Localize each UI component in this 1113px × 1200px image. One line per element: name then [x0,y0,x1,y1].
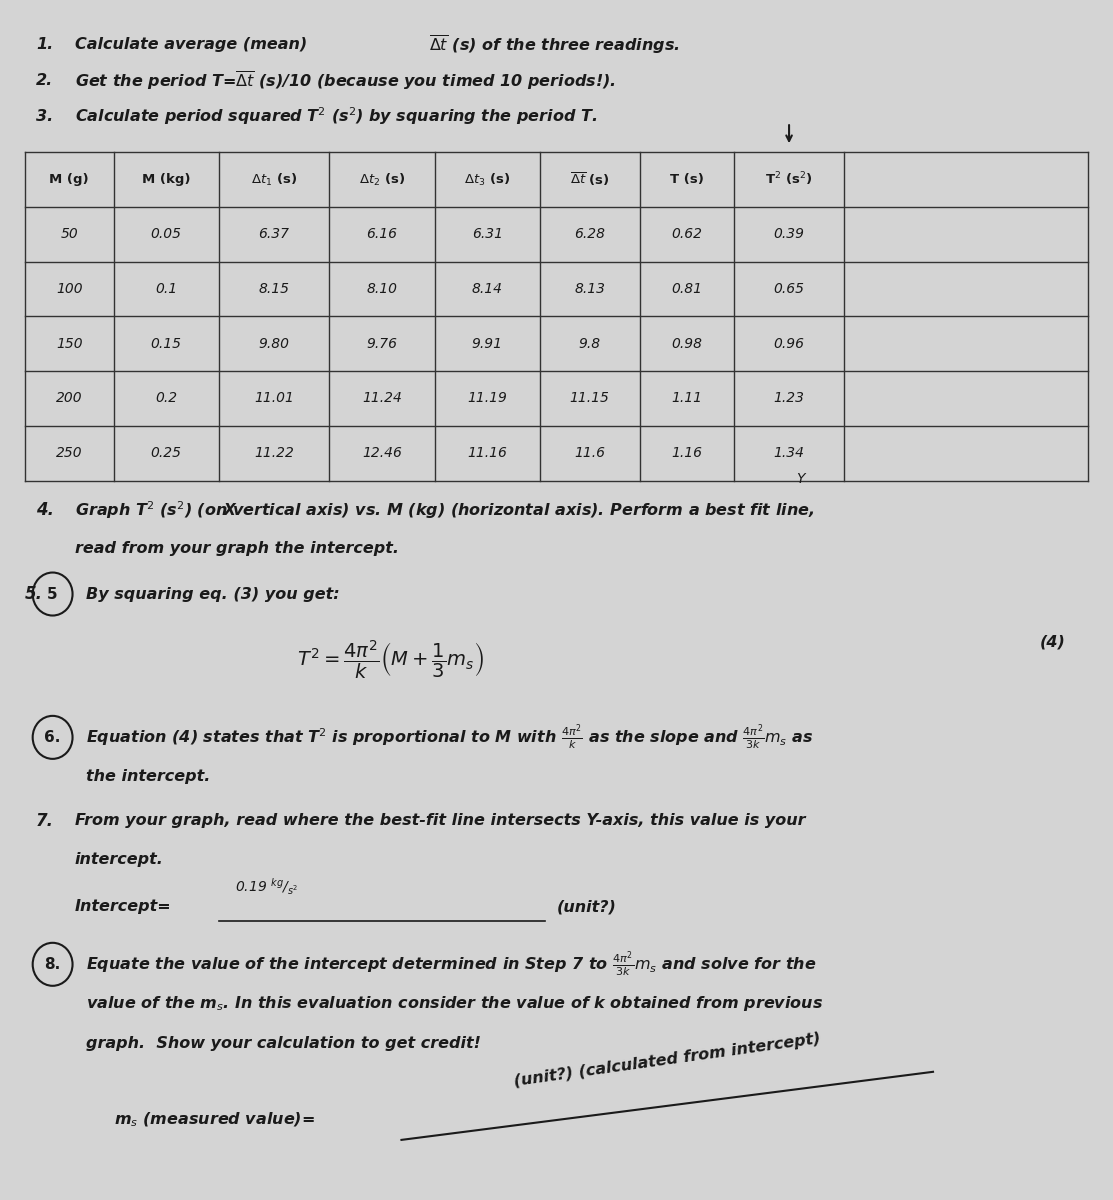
Text: Equate the value of the intercept determined in Step 7 to $\frac{4\pi^2}{3k}m_s$: Equate the value of the intercept determ… [86,949,816,979]
Text: 1.34: 1.34 [774,446,805,460]
Text: 1.: 1. [36,37,53,52]
Text: 2.: 2. [36,73,53,88]
Text: 9.76: 9.76 [366,337,397,350]
Text: 0.25: 0.25 [150,446,181,460]
Text: Y: Y [796,473,805,486]
Text: Calculate average (mean): Calculate average (mean) [75,37,313,52]
Text: 7.: 7. [36,812,55,830]
Text: m$_s$ (measured value)=: m$_s$ (measured value)= [114,1110,315,1129]
Text: M (g): M (g) [49,173,89,186]
Text: 0.19 $^{kg}$/$_{s^2}$: 0.19 $^{kg}$/$_{s^2}$ [235,877,299,898]
Text: Graph T$^2$ (s$^2$) (on vertical axis) vs. M (kg) (horizontal axis). Perform a b: Graph T$^2$ (s$^2$) (on vertical axis) v… [75,499,815,521]
Text: 8.: 8. [45,956,61,972]
Text: From your graph, read where the best-fit line intersects Y-axis, this value is y: From your graph, read where the best-fit… [75,814,806,828]
Text: 0.62: 0.62 [671,227,702,241]
Text: $T^2 = \dfrac{4\pi^2}{k}\left(M + \dfrac{1}{3}m_s\right)$: $T^2 = \dfrac{4\pi^2}{k}\left(M + \dfrac… [297,638,484,682]
Text: 6.16: 6.16 [366,227,397,241]
Text: (unit?): (unit?) [556,900,617,914]
Text: 250: 250 [56,446,82,460]
Text: $\Delta t_2$ (s): $\Delta t_2$ (s) [359,172,405,187]
Text: Calculate period squared T$^2$ (s$^2$) by squaring the period T.: Calculate period squared T$^2$ (s$^2$) b… [75,106,597,127]
Text: 3.: 3. [36,109,53,124]
Text: 6.: 6. [45,730,61,745]
Text: Intercept=: Intercept= [75,900,171,914]
Text: 0.05: 0.05 [150,227,181,241]
Text: 9.8: 9.8 [579,337,601,350]
Text: 6.31: 6.31 [472,227,503,241]
Text: By squaring eq. (3) you get:: By squaring eq. (3) you get: [86,587,339,601]
Text: 12.46: 12.46 [362,446,402,460]
Text: 5: 5 [47,587,58,601]
Text: (unit?) (calculated from intercept): (unit?) (calculated from intercept) [513,1031,821,1088]
Text: 9.91: 9.91 [472,337,503,350]
Text: 11.16: 11.16 [467,446,508,460]
Text: 4.: 4. [36,502,55,520]
Text: Get the period T=$\overline{\Delta t}$ (s)/10 (because you timed 10 periods!).: Get the period T=$\overline{\Delta t}$ (… [75,68,615,92]
Text: 0.39: 0.39 [774,227,805,241]
Text: T (s): T (s) [670,173,703,186]
Text: 150: 150 [56,337,82,350]
Text: the intercept.: the intercept. [86,769,210,785]
Text: 1.16: 1.16 [671,446,702,460]
Text: 11.24: 11.24 [362,391,402,406]
Text: 8.10: 8.10 [366,282,397,296]
Text: Equation (4) states that T$^2$ is proportional to M with $\frac{4\pi^2}{k}$ as t: Equation (4) states that T$^2$ is propor… [86,722,814,752]
Text: 0.65: 0.65 [774,282,805,296]
Text: $\Delta t_1$ (s): $\Delta t_1$ (s) [252,172,297,187]
Text: value of the m$_s$. In this evaluation consider the value of k obtained from pre: value of the m$_s$. In this evaluation c… [86,995,823,1013]
Text: 0.2: 0.2 [155,391,177,406]
Text: intercept.: intercept. [75,852,164,866]
Text: 5.: 5. [24,586,43,604]
Text: $\overline{\Delta t}$ (s) of the three readings.: $\overline{\Delta t}$ (s) of the three r… [430,34,680,56]
Text: read from your graph the intercept.: read from your graph the intercept. [75,541,398,556]
Text: 8.14: 8.14 [472,282,503,296]
Text: $\overline{\Delta t}$ (s): $\overline{\Delta t}$ (s) [570,170,610,188]
Text: 8.13: 8.13 [574,282,605,296]
Text: T$^2$ (s$^2$): T$^2$ (s$^2$) [766,170,812,188]
Text: 11.19: 11.19 [467,391,508,406]
Text: X: X [224,503,236,518]
Text: 200: 200 [56,391,82,406]
Text: 1.11: 1.11 [671,391,702,406]
Text: 11.15: 11.15 [570,391,610,406]
Text: 50: 50 [60,227,78,241]
Text: 8.15: 8.15 [258,282,289,296]
Text: 0.1: 0.1 [155,282,177,296]
Text: 100: 100 [56,282,82,296]
Text: (4): (4) [1040,635,1066,649]
Text: 11.22: 11.22 [254,446,294,460]
Text: 6.28: 6.28 [574,227,605,241]
Text: 6.37: 6.37 [258,227,289,241]
Text: 1.23: 1.23 [774,391,805,406]
Text: graph.  Show your calculation to get credit!: graph. Show your calculation to get cred… [86,1036,481,1051]
Text: 11.6: 11.6 [574,446,605,460]
Text: 0.96: 0.96 [774,337,805,350]
Text: 0.98: 0.98 [671,337,702,350]
Text: 9.80: 9.80 [258,337,289,350]
Text: 11.01: 11.01 [254,391,294,406]
Text: 0.81: 0.81 [671,282,702,296]
Text: M (kg): M (kg) [141,173,190,186]
Text: 0.15: 0.15 [150,337,181,350]
Text: $\Delta t_3$ (s): $\Delta t_3$ (s) [464,172,511,187]
